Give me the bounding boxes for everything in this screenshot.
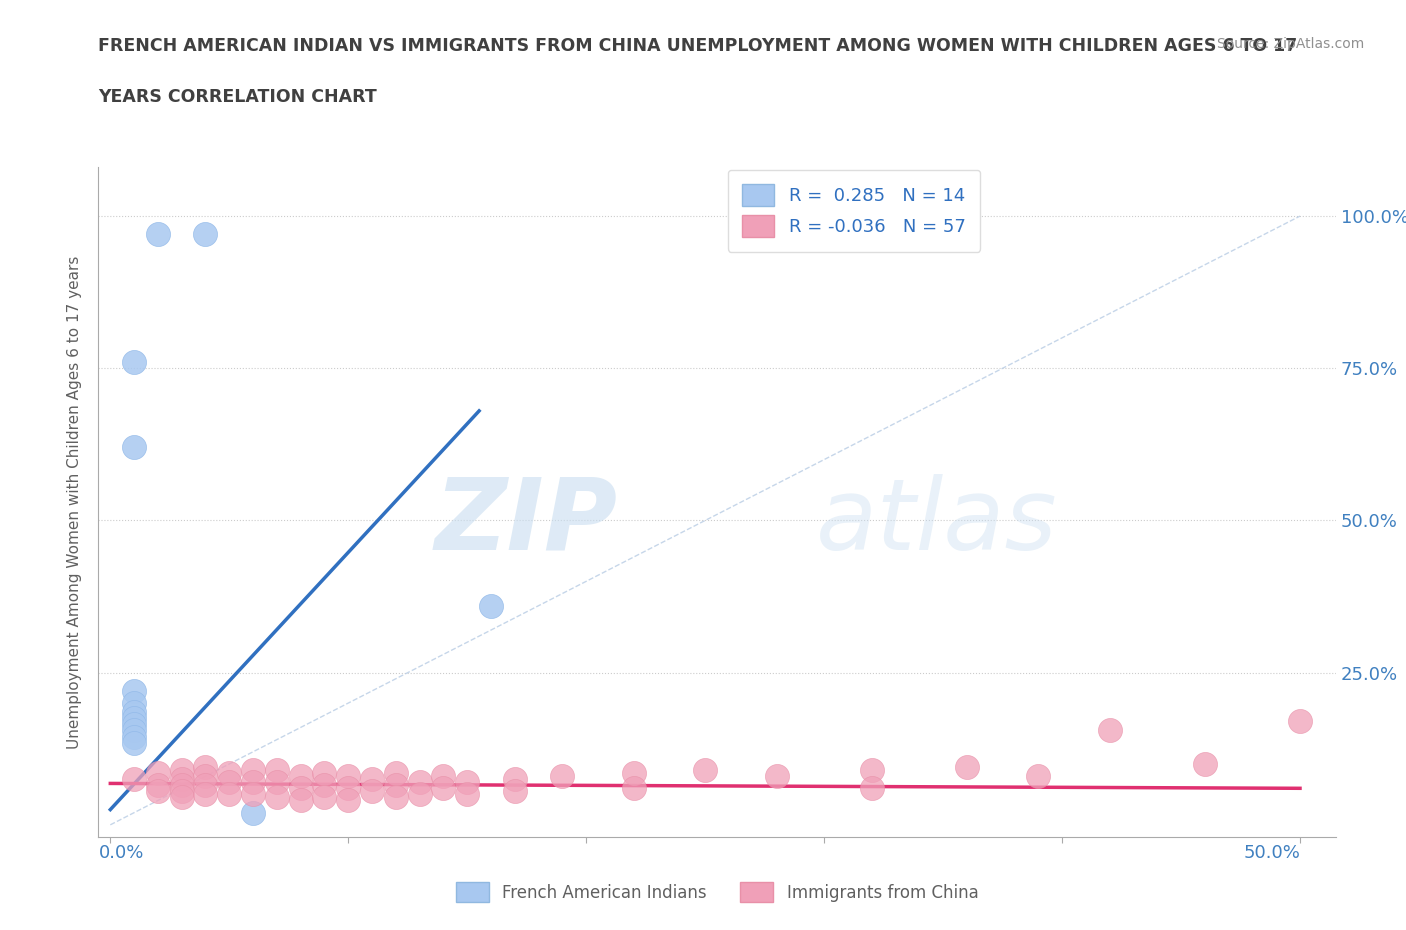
Point [290, 781, 312, 796]
Point [266, 775, 288, 790]
Point [765, 769, 787, 784]
Point [194, 769, 217, 784]
Point [170, 772, 193, 787]
Point [242, 805, 264, 820]
Point [122, 696, 145, 711]
Point [385, 777, 408, 792]
Point [146, 227, 169, 242]
Point [266, 763, 288, 777]
Point [170, 777, 193, 792]
Text: ZIP: ZIP [434, 473, 619, 571]
Point [408, 787, 430, 802]
Text: 0.0%: 0.0% [98, 844, 143, 862]
Point [479, 598, 502, 613]
Point [122, 736, 145, 751]
Text: Source: ZipAtlas.com: Source: ZipAtlas.com [1216, 37, 1364, 51]
Point [1026, 769, 1049, 784]
Point [122, 729, 145, 744]
Point [1098, 723, 1121, 737]
Point [146, 765, 169, 780]
Text: YEARS CORRELATION CHART: YEARS CORRELATION CHART [98, 88, 377, 106]
Point [170, 784, 193, 799]
Point [361, 784, 384, 799]
Point [503, 784, 526, 799]
Point [314, 765, 336, 780]
Point [385, 765, 408, 780]
Point [266, 790, 288, 804]
Point [170, 763, 193, 777]
Point [290, 769, 312, 784]
Point [1289, 714, 1312, 729]
Point [314, 777, 336, 792]
Point [361, 772, 384, 787]
Text: 50.0%: 50.0% [1243, 844, 1301, 862]
Point [456, 787, 478, 802]
Point [314, 790, 336, 804]
Point [194, 787, 217, 802]
Point [337, 781, 360, 796]
Text: atlas: atlas [815, 473, 1057, 571]
Point [122, 440, 145, 455]
Point [194, 760, 217, 775]
Point [695, 763, 717, 777]
Point [194, 777, 217, 792]
Point [122, 717, 145, 732]
Point [551, 769, 574, 784]
Point [503, 772, 526, 787]
Point [122, 705, 145, 720]
Point [337, 793, 360, 808]
Point [860, 781, 883, 796]
Point [194, 227, 217, 242]
Point [218, 765, 240, 780]
Point [242, 787, 264, 802]
Point [432, 781, 454, 796]
Point [242, 775, 264, 790]
Y-axis label: Unemployment Among Women with Children Ages 6 to 17 years: Unemployment Among Women with Children A… [67, 256, 83, 749]
Point [146, 784, 169, 799]
Point [122, 772, 145, 787]
Point [218, 787, 240, 802]
Point [860, 763, 883, 777]
Point [242, 763, 264, 777]
Legend: French American Indians, Immigrants from China: French American Indians, Immigrants from… [449, 875, 986, 909]
Text: FRENCH AMERICAN INDIAN VS IMMIGRANTS FROM CHINA UNEMPLOYMENT AMONG WOMEN WITH CH: FRENCH AMERICAN INDIAN VS IMMIGRANTS FRO… [98, 37, 1298, 55]
Point [623, 765, 645, 780]
Point [122, 684, 145, 698]
Point [170, 790, 193, 804]
Point [456, 775, 478, 790]
Point [122, 354, 145, 369]
Point [623, 781, 645, 796]
Point [290, 793, 312, 808]
Point [122, 711, 145, 725]
Point [385, 790, 408, 804]
Point [218, 775, 240, 790]
Point [122, 723, 145, 737]
Point [432, 769, 454, 784]
Point [408, 775, 430, 790]
Point [956, 760, 979, 775]
Point [146, 777, 169, 792]
Point [1194, 756, 1216, 771]
Point [337, 769, 360, 784]
